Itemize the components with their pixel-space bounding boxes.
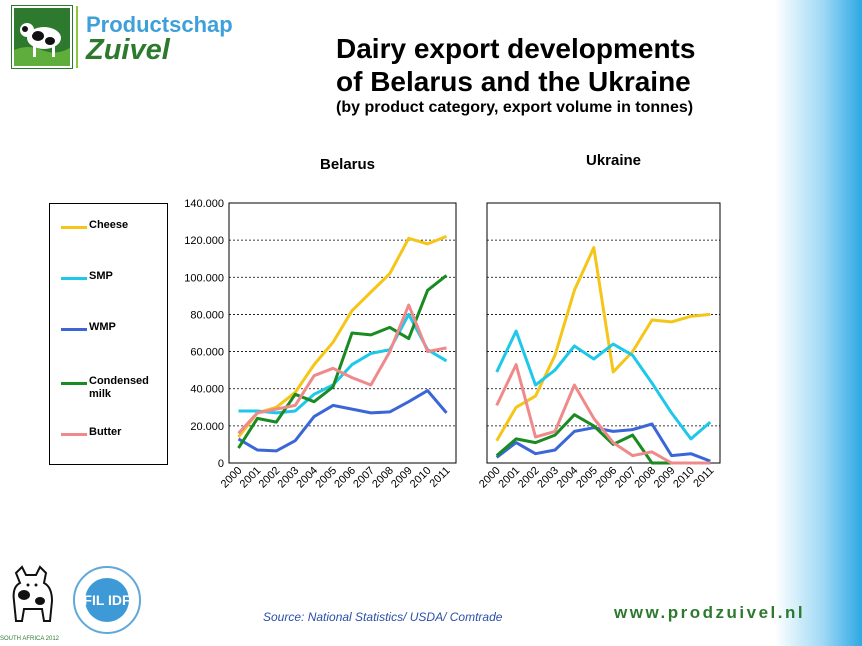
belarus-x-tick-label: 2011 xyxy=(427,465,452,490)
legend-swatch-smp xyxy=(61,277,87,280)
belarus-series-wmp-line xyxy=(237,389,448,453)
belarus-series-smp-line xyxy=(238,312,448,415)
slide-subtitle: (by product category, export volume in t… xyxy=(336,99,694,116)
y-tick-label: 140.000 xyxy=(184,198,224,210)
logo-text-bottom: Zuivel xyxy=(86,34,170,66)
website-url[interactable]: www.prodzuivel.nl xyxy=(614,603,806,622)
belarus-x-tick-label: 2005 xyxy=(313,465,339,491)
ukraine-series-butter-line xyxy=(495,363,711,465)
belarus-x-tick-label: 2006 xyxy=(332,465,358,491)
ukraine-x-tick-label: 2011 xyxy=(691,465,716,490)
legend-label-wmp: WMP xyxy=(89,321,116,333)
belarus-x-tick-label: 2008 xyxy=(370,465,396,491)
ukraine-x-tick-label: 2007 xyxy=(613,465,639,491)
title-line-1: Dairy export developments xyxy=(336,33,696,64)
belarus-x-tick-label: 2010 xyxy=(408,465,434,491)
y-tick-label: 40.000 xyxy=(190,384,224,396)
ukraine-x-tick-label: 2005 xyxy=(574,465,600,491)
logo-text-top: Productschap xyxy=(86,12,233,37)
slide-title: Dairy export developments of Belarus and… xyxy=(336,32,695,98)
belarus-x-tick-label: 2004 xyxy=(294,465,320,491)
fil-idf-logo: FIL IDF xyxy=(72,565,142,635)
y-tick-label: 80.000 xyxy=(190,309,224,321)
source-note: Source: National Statistics/ USDA/ Comtr… xyxy=(263,610,503,624)
legend-swatch-butter xyxy=(61,433,87,436)
legend-label-condensed: Condensed milk xyxy=(89,375,149,400)
y-tick-label: 0 xyxy=(218,458,224,470)
ukraine-x-tick-label: 2000 xyxy=(477,465,503,491)
logo-divider xyxy=(76,6,78,68)
ukraine-x-tick-label: 2002 xyxy=(516,465,542,491)
y-tick-label: 100.000 xyxy=(184,272,224,284)
legend-label-smp: SMP xyxy=(89,270,113,282)
belarus-series-butter-line xyxy=(237,303,447,435)
svg-text:FIL IDF: FIL IDF xyxy=(83,592,131,608)
ukraine-x-tick-label: 2003 xyxy=(535,465,561,491)
belarus-x-tick-label: 2009 xyxy=(389,465,415,491)
y-tick-label: 60.000 xyxy=(190,347,224,359)
ukraine-x-tick-label: 2001 xyxy=(496,465,522,491)
ukraine-x-tick-label: 2008 xyxy=(632,465,658,491)
ukraine-series-smp-line xyxy=(495,329,712,441)
y-tick-label: 120.000 xyxy=(184,235,224,247)
belarus-x-tick-label: 2002 xyxy=(257,465,283,491)
legend-label-cheese: Cheese xyxy=(89,219,129,231)
ukraine-x-tick-label: 2010 xyxy=(671,465,697,491)
cow-logo-icon xyxy=(12,6,72,68)
legend-swatch-cheese xyxy=(61,226,87,229)
ukraine-plot-frame xyxy=(486,202,721,464)
summit-caption: SOUTH AFRICA 2012 xyxy=(0,636,60,642)
belarus-x-tick-label: 2007 xyxy=(351,465,377,491)
belarus-x-tick-label: 2001 xyxy=(238,465,264,491)
ukraine-chart-title: Ukraine xyxy=(586,152,642,169)
legend-swatch-condensed xyxy=(61,382,87,385)
ukraine-x-tick-label: 2006 xyxy=(594,465,620,491)
legend-label-butter: Butter xyxy=(89,426,122,438)
ukraine-x-tick-label: 2009 xyxy=(652,465,678,491)
ukraine-x-tick-label: 2004 xyxy=(555,465,581,491)
productschap-zuivel-logo: Productschap Zuivel xyxy=(12,6,252,68)
legend-swatch-wmp xyxy=(61,328,87,331)
chart-legend: Cheese SMP WMP Condensed milk Butter xyxy=(49,203,168,465)
title-line-2: of Belarus and the Ukraine xyxy=(336,66,691,97)
belarus-x-tick-label: 2003 xyxy=(276,465,302,491)
belarus-chart-title: Belarus xyxy=(320,156,376,173)
decorative-gradient-band xyxy=(775,0,862,646)
y-tick-label: 20.000 xyxy=(190,421,224,433)
ukraine-series-cheese-line xyxy=(495,246,711,442)
dairy-summit-cow-icon xyxy=(2,565,62,631)
belarus-series-condensed-line xyxy=(237,274,448,449)
